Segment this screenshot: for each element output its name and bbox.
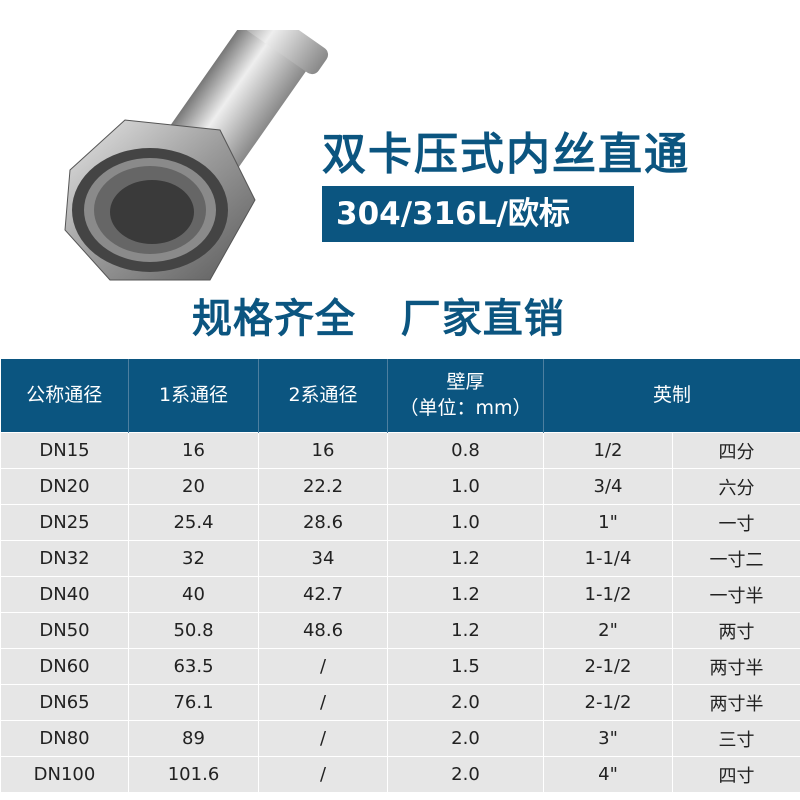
cell-series1: 25.4 <box>128 504 259 541</box>
cell-inch: 1/2 <box>543 432 673 469</box>
cell-series2: 28.6 <box>258 504 388 541</box>
spec-table: 公称通径 1系通径 2系通径 壁厚 （单位：mm） 英制 DN15 16 16 0.8 1… <box>0 359 800 793</box>
table-row: DN15 16 16 0.8 1/2 四分 <box>0 432 800 469</box>
cell-series2: 22.2 <box>258 468 388 505</box>
cell-series1: 32 <box>128 540 259 577</box>
cell-inch: 1-1/4 <box>543 540 673 577</box>
cell-thickness: 1.0 <box>387 504 544 541</box>
table-row: DN80 89/2.0 3" 三寸 <box>0 720 800 757</box>
cell-nominal: DN40 <box>0 576 129 613</box>
header-wall-thickness: 壁厚 （单位：mm） <box>387 359 544 433</box>
slogan: 规格齐全 厂家直销 <box>192 296 565 342</box>
header-series-1: 1系通径 <box>128 359 259 433</box>
cell-chinese-size: 两寸半 <box>671 648 800 685</box>
cell-chinese-size: 两寸半 <box>671 684 800 721</box>
cell-inch: 2-1/2 <box>543 684 673 721</box>
cell-thickness: 0.8 <box>387 432 544 469</box>
cell-series2: / <box>258 648 388 685</box>
product-title: 双卡压式内丝直通 <box>322 129 690 180</box>
cell-thickness: 1.2 <box>387 576 544 613</box>
product-image-threaded-fitting <box>64 30 329 281</box>
table-row: DN20 20 22.2 1.0 3/4 六分 <box>0 468 800 505</box>
cell-inch: 4" <box>543 756 673 793</box>
cell-inch: 3/4 <box>543 468 673 505</box>
cell-series1: 89 <box>128 720 259 757</box>
header-unit-label: （单位：mm） <box>399 396 532 419</box>
cell-inch: 1" <box>543 504 673 541</box>
table-row: DN40 40 42.7 1.2 1-1/2 一寸半 <box>0 576 800 613</box>
cell-series1: 101.6 <box>128 756 259 793</box>
header-nominal-diameter: 公称通径 <box>0 359 129 433</box>
cell-thickness: 1.2 <box>387 612 544 649</box>
cell-series1: 16 <box>128 432 259 469</box>
cell-series2: / <box>258 720 388 757</box>
cell-nominal: DN65 <box>0 684 129 721</box>
header-imperial: 英制 <box>543 359 800 433</box>
cell-chinese-size: 四寸 <box>671 756 800 793</box>
cell-chinese-size: 一寸二 <box>671 540 800 577</box>
cell-series1: 63.5 <box>128 648 259 685</box>
cell-nominal: DN100 <box>0 756 129 793</box>
cell-inch: 1-1/2 <box>543 576 673 613</box>
cell-inch: 2-1/2 <box>543 648 673 685</box>
cell-chinese-size: 一寸 <box>671 504 800 541</box>
cell-series1: 40 <box>128 576 259 613</box>
cell-chinese-size: 两寸 <box>671 612 800 649</box>
table-row: DN100 101.6/2.0 4" 四寸 <box>0 756 800 793</box>
table-row: DN60 63.5/1.5 2-1/2 两寸半 <box>0 648 800 685</box>
cell-series2: 42.7 <box>258 576 388 613</box>
cell-chinese-size: 六分 <box>671 468 800 505</box>
table-row: DN25 25.4 28.6 1.0 1" 一寸 <box>0 504 800 541</box>
cell-series2: / <box>258 684 388 721</box>
cell-series2: 48.6 <box>258 612 388 649</box>
cell-chinese-size: 四分 <box>671 432 800 469</box>
cell-inch: 2" <box>543 612 673 649</box>
table-row: DN50 50.8 48.6 1.2 2" 两寸 <box>0 612 800 649</box>
cell-chinese-size: 三寸 <box>671 720 800 757</box>
cell-series1: 20 <box>128 468 259 505</box>
cell-thickness: 1.5 <box>387 648 544 685</box>
cell-nominal: DN50 <box>0 612 129 649</box>
material-badge: 304/316L/欧标 <box>322 186 634 242</box>
cell-nominal: DN20 <box>0 468 129 505</box>
cell-nominal: DN25 <box>0 504 129 541</box>
cell-thickness: 1.2 <box>387 540 544 577</box>
header-wall-thickness-label: 壁厚 <box>446 370 485 393</box>
cell-nominal: DN80 <box>0 720 129 757</box>
header-series-2: 2系通径 <box>258 359 388 433</box>
cell-thickness: 2.0 <box>387 756 544 793</box>
cell-series1: 50.8 <box>128 612 259 649</box>
cell-chinese-size: 一寸半 <box>671 576 800 613</box>
cell-nominal: DN15 <box>0 432 129 469</box>
cell-thickness: 2.0 <box>387 720 544 757</box>
table-header-row: 公称通径 1系通径 2系通径 壁厚 （单位：mm） 英制 <box>0 359 800 433</box>
cell-thickness: 1.0 <box>387 468 544 505</box>
cell-inch: 3" <box>543 720 673 757</box>
cell-nominal: DN60 <box>0 648 129 685</box>
cell-series2: / <box>258 756 388 793</box>
cell-nominal: DN32 <box>0 540 129 577</box>
cell-series2: 16 <box>258 432 388 469</box>
table-row: DN32 32 34 1.2 1-1/4 一寸二 <box>0 540 800 577</box>
cell-series2: 34 <box>258 540 388 577</box>
cell-thickness: 2.0 <box>387 684 544 721</box>
cell-series1: 76.1 <box>128 684 259 721</box>
table-row: DN65 76.1/2.0 2-1/2 两寸半 <box>0 684 800 721</box>
